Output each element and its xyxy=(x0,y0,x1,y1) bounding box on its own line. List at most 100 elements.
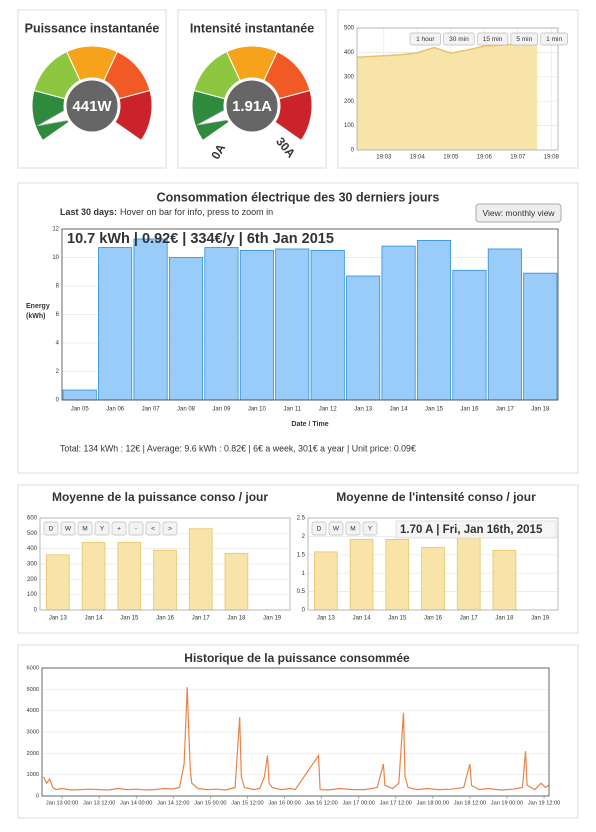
button[interactable] xyxy=(362,521,378,536)
button-label[interactable]: + xyxy=(117,526,121,533)
bar xyxy=(224,552,249,611)
bar xyxy=(310,249,345,401)
button-label[interactable]: View: monthly view xyxy=(482,208,555,218)
button[interactable] xyxy=(476,32,509,46)
y-tick-label: 200 xyxy=(27,577,38,583)
chart-title: Consommation électrique des 30 derniers … xyxy=(157,190,440,204)
button[interactable] xyxy=(162,521,178,536)
y-tick-label: 100 xyxy=(27,592,38,598)
bar xyxy=(523,272,558,401)
button-label[interactable]: Y xyxy=(368,526,373,533)
button-label[interactable]: 1 min xyxy=(546,36,562,43)
y-tick-label: 10 xyxy=(52,255,59,261)
button-label[interactable]: D xyxy=(317,526,322,533)
button-label[interactable]: W xyxy=(333,526,340,533)
x-tick-label: Jan 13 xyxy=(354,407,373,413)
x-tick-label: Jan 15 12:00 xyxy=(231,800,263,806)
button-label[interactable]: 5 min xyxy=(516,36,532,43)
x-tick-label: Jan 19 xyxy=(531,616,550,622)
button-label[interactable]: - xyxy=(135,526,137,533)
y-tick-label: 100 xyxy=(344,123,355,129)
bar xyxy=(421,547,445,611)
y-tick-label: 400 xyxy=(27,546,38,552)
x-tick-label: Jan 17 12:00 xyxy=(380,800,412,806)
button-label[interactable]: 1 hour xyxy=(416,36,435,43)
x-tick-label: Jan 13 xyxy=(49,616,68,622)
y-tick-label: 3000 xyxy=(27,729,39,735)
button[interactable] xyxy=(77,521,93,536)
y-tick-label: 0 xyxy=(36,793,39,799)
x-tick-label: Jan 19 xyxy=(263,616,282,622)
y-tick-label: 200 xyxy=(344,99,355,105)
y-tick-label: 1 xyxy=(302,571,306,577)
button[interactable] xyxy=(540,32,568,46)
button-label[interactable]: M xyxy=(350,526,355,533)
gauge-title: Intensité instantanée xyxy=(190,21,314,35)
x-tick-label: Jan 13 12:00 xyxy=(83,800,115,806)
x-tick-label: Jan 18 00:00 xyxy=(417,800,449,806)
y-tick-label: 400 xyxy=(344,50,355,56)
x-tick-label: Jan 11 xyxy=(283,407,301,413)
bar xyxy=(239,249,274,401)
button[interactable] xyxy=(345,521,361,536)
button[interactable] xyxy=(94,521,110,536)
bar xyxy=(349,538,374,611)
button[interactable] xyxy=(311,521,327,536)
button-label[interactable]: D xyxy=(49,526,54,533)
x-tick-label: Jan 12 xyxy=(319,407,338,413)
x-tick-label: Jan 13 xyxy=(317,616,336,622)
x-tick-label: 19:07 xyxy=(510,155,526,161)
x-tick-label: Jan 16 00:00 xyxy=(268,800,300,806)
y-tick-label: 0 xyxy=(302,608,306,614)
chart-title: Historique de la puissance consommée xyxy=(184,651,410,665)
button[interactable] xyxy=(43,521,59,536)
button[interactable] xyxy=(409,32,441,46)
y-tick-label: 2 xyxy=(302,534,306,540)
bar xyxy=(153,549,177,611)
button[interactable] xyxy=(145,521,161,536)
x-tick-label: Jan 14 xyxy=(353,616,372,622)
subtitle-label: Last 30 days: xyxy=(60,207,117,217)
plot-border xyxy=(356,27,559,151)
y-tick-label: 300 xyxy=(344,74,355,80)
button-label[interactable]: 30 min xyxy=(449,36,469,43)
bar xyxy=(98,247,133,401)
y-tick-label: 1000 xyxy=(27,772,39,778)
tooltip: 10.7 kWh | 0.92€ | 334€/y | 6th Jan 2015 xyxy=(67,231,334,247)
bar xyxy=(346,275,381,401)
summary: Total: 134 kWh : 12€ | Average: 9.6 kWh … xyxy=(60,443,416,453)
gauge-title: Puissance instantanée xyxy=(25,21,160,35)
button[interactable] xyxy=(510,32,539,46)
y-tick-label: 4 xyxy=(56,341,60,347)
button[interactable] xyxy=(328,521,344,536)
tooltip: 1.70 A | Fri, Jan 16th, 2015 xyxy=(400,524,543,536)
button-label[interactable]: W xyxy=(65,526,72,533)
x-tick-label: Jan 08 xyxy=(177,407,196,413)
button-label[interactable]: M xyxy=(82,526,87,533)
button[interactable] xyxy=(128,521,144,536)
x-tick-label: 19:05 xyxy=(443,155,459,161)
button[interactable] xyxy=(111,521,127,536)
button-label[interactable]: 15 min xyxy=(483,36,503,43)
y-tick-label: 500 xyxy=(344,26,355,32)
button-label[interactable]: > xyxy=(168,526,172,533)
button-label[interactable]: < xyxy=(151,526,155,533)
button-label[interactable]: Y xyxy=(100,526,105,533)
y-tick-label: 5000 xyxy=(27,687,39,693)
x-tick-label: Jan 16 xyxy=(156,616,175,622)
plot-border xyxy=(41,667,550,797)
y-tick-label: 500 xyxy=(27,531,38,537)
button[interactable] xyxy=(475,203,562,223)
y-axis-label: Energy (kWh) xyxy=(26,303,50,320)
button[interactable] xyxy=(60,521,76,536)
button[interactable] xyxy=(443,32,475,46)
bar xyxy=(385,538,410,611)
x-tick-label: Jan 16 xyxy=(460,407,479,413)
x-tick-label: Jan 15 xyxy=(388,616,407,622)
y-tick-label: 0.5 xyxy=(297,589,306,595)
gauge-center xyxy=(63,77,121,135)
plot-border xyxy=(307,517,559,611)
x-tick-label: Jan 19 00:00 xyxy=(491,800,523,806)
